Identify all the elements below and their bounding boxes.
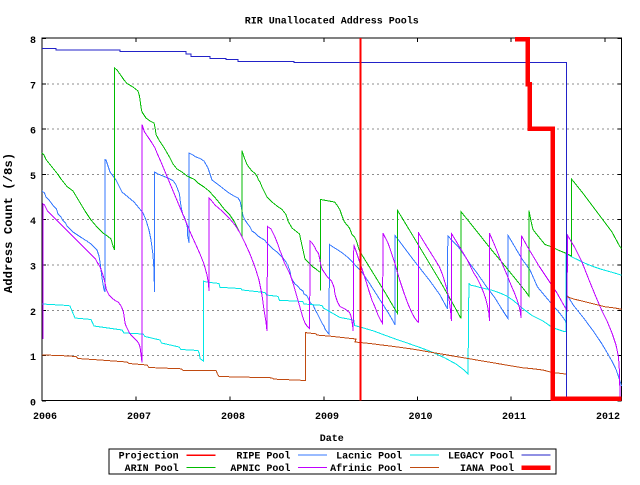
- svg-text:2007: 2007: [127, 412, 151, 423]
- svg-text:2011: 2011: [502, 412, 526, 423]
- svg-text:1: 1: [30, 353, 36, 364]
- svg-text:Lacnic Pool: Lacnic Pool: [336, 451, 402, 463]
- svg-text:5: 5: [30, 172, 36, 183]
- svg-text:RIR Unallocated Address Pools: RIR Unallocated Address Pools: [245, 16, 419, 28]
- svg-text:2: 2: [30, 308, 36, 319]
- svg-text:0: 0: [30, 398, 36, 409]
- svg-text:RIPE Pool: RIPE Pool: [236, 451, 290, 463]
- svg-text:2006: 2006: [33, 412, 57, 423]
- svg-text:2012: 2012: [596, 412, 620, 423]
- svg-text:2009: 2009: [315, 412, 339, 423]
- svg-text:2010: 2010: [408, 412, 432, 423]
- svg-text:8: 8: [30, 36, 36, 47]
- svg-text:2008: 2008: [221, 412, 245, 423]
- svg-text:ARIN Pool: ARIN Pool: [125, 463, 179, 475]
- svg-text:Date: Date: [320, 434, 344, 445]
- svg-text:4: 4: [30, 217, 36, 228]
- svg-text:Address Count (/8s): Address Count (/8s): [2, 153, 16, 293]
- svg-text:Afrinic Pool: Afrinic Pool: [330, 463, 402, 475]
- svg-text:Projection: Projection: [119, 451, 179, 463]
- svg-text:APNIC Pool: APNIC Pool: [230, 463, 290, 475]
- svg-text:IANA Pool: IANA Pool: [460, 463, 514, 475]
- svg-text:LEGACY Pool: LEGACY Pool: [448, 451, 514, 463]
- svg-text:7: 7: [30, 81, 36, 92]
- svg-text:3: 3: [30, 263, 36, 274]
- svg-text:6: 6: [30, 127, 36, 138]
